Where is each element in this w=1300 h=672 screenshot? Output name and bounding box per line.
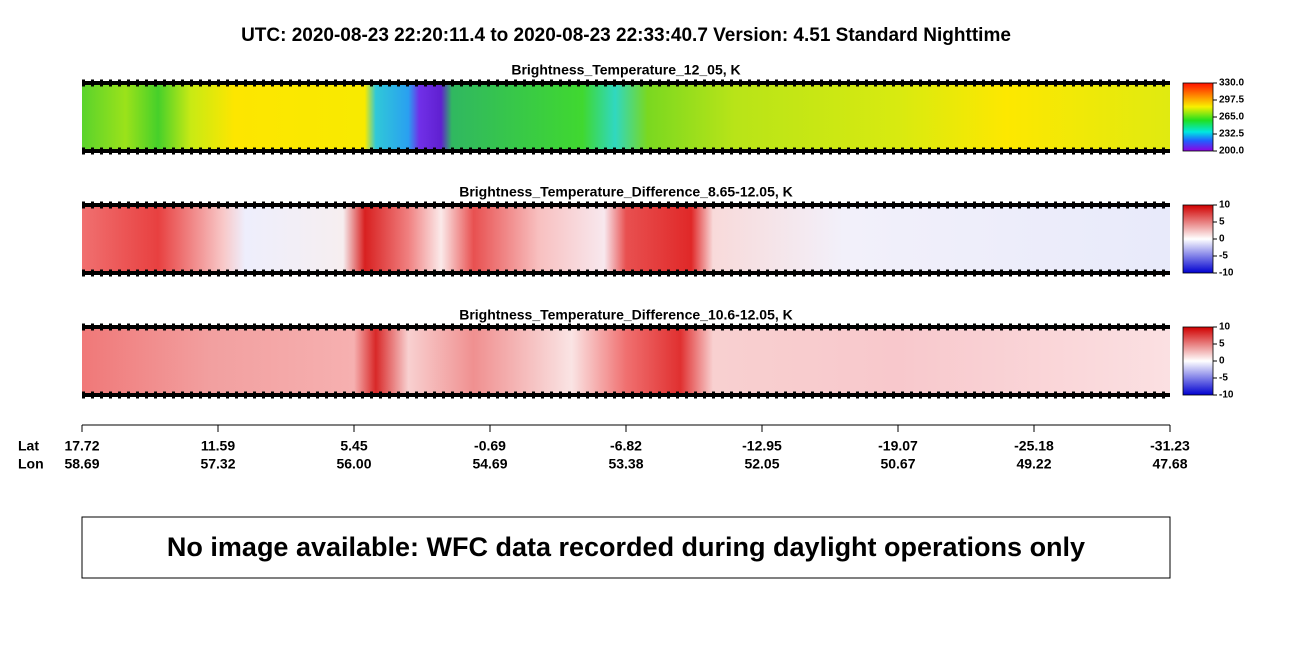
colorbar [1182, 204, 1214, 274]
colorbar [1182, 82, 1214, 152]
colorbar-tick-label: -5 [1219, 251, 1228, 262]
colorbar-tick-label: 297.5 [1219, 95, 1244, 106]
colorbar-tick-label: 0 [1219, 234, 1225, 245]
lat-value: -0.69 [474, 438, 506, 454]
lon-value: 56.00 [336, 456, 371, 472]
colorbar-tick-label: 0 [1219, 356, 1225, 367]
message-box [81, 516, 1171, 579]
lat-value: -19.07 [878, 438, 918, 454]
colorbar [1182, 326, 1214, 396]
lat-value: 17.72 [64, 438, 99, 454]
lat-value: -12.95 [742, 438, 782, 454]
lon-label: Lon [18, 456, 44, 472]
panel-title: Brightness_Temperature_Difference_10.6-1… [459, 307, 793, 323]
lon-value: 52.05 [744, 456, 779, 472]
colorbar-tick-label: 200.0 [1219, 146, 1244, 157]
page-title: UTC: 2020-08-23 22:20:11.4 to 2020-08-23… [241, 25, 1011, 46]
panel-title: Brightness_Temperature_Difference_8.65-1… [459, 184, 793, 200]
panels: Brightness_Temperature_12_05, K 200.0 232.… [82, 62, 1244, 401]
colorbar-tick-label: -5 [1219, 373, 1228, 384]
panel-title: Brightness_Temperature_12_05, K [511, 62, 740, 78]
colorbar-tick-label: 5 [1219, 339, 1225, 350]
colorbar-tick-label: 330.0 [1219, 78, 1244, 89]
lon-value: 49.22 [1016, 456, 1051, 472]
colorbar-tick-label: 265.0 [1219, 112, 1244, 123]
lat-value: -31.23 [1150, 438, 1190, 454]
message: No image available: WFC data recorded du… [167, 532, 1085, 562]
colorbar-tick-label: 10 [1219, 200, 1231, 211]
lat-value: 11.59 [201, 438, 235, 454]
lat-value: -6.82 [610, 438, 642, 454]
lat-value: 5.45 [340, 438, 367, 454]
colorbar-tick-label: 232.5 [1219, 129, 1244, 140]
lon-value: 54.69 [472, 456, 507, 472]
lon-value: 57.32 [200, 456, 235, 472]
lon-value: 50.67 [880, 456, 915, 472]
image-strip [82, 83, 1170, 151]
lat-label: Lat [18, 438, 39, 454]
colorbar-tick-label: -10 [1219, 268, 1234, 279]
lat-value: -25.18 [1014, 438, 1054, 454]
lat-lon-axis: Lat Lon 17.72 58.69 11.59 57.32 5.45 56.00 -0.69… [18, 424, 1190, 472]
image-strip [82, 327, 1170, 395]
lon-value: 58.69 [64, 456, 99, 472]
colorbar-tick-label: 5 [1219, 217, 1225, 228]
colorbar-tick-label: 10 [1219, 322, 1231, 333]
lon-value: 47.68 [1152, 456, 1187, 472]
colorbar-tick-label: -10 [1219, 390, 1234, 401]
image-strip [82, 205, 1170, 273]
lon-value: 53.38 [608, 456, 643, 472]
